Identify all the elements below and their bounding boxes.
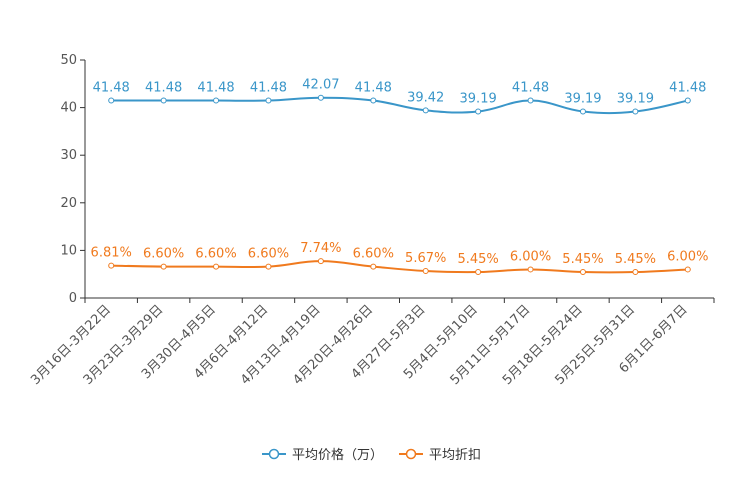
data-point[interactable]	[422, 268, 429, 275]
data-point[interactable]	[213, 97, 220, 104]
data-point[interactable]	[684, 97, 691, 104]
data-point[interactable]	[527, 97, 534, 104]
data-point[interactable]	[632, 108, 639, 115]
data-label: 42.07	[302, 78, 339, 93]
data-point[interactable]	[213, 263, 220, 270]
y-tick-label: 0	[69, 291, 77, 306]
data-label: 5.45%	[615, 252, 656, 267]
data-label: 6.00%	[667, 249, 708, 264]
data-point[interactable]	[475, 108, 482, 115]
legend-discount-marker-icon	[399, 448, 424, 459]
data-label: 6.60%	[143, 247, 184, 262]
data-label: 6.81%	[91, 246, 132, 261]
data-label: 41.48	[355, 81, 392, 96]
data-point[interactable]	[370, 97, 377, 104]
legend-price-marker-icon	[262, 448, 286, 459]
data-label: 41.48	[197, 81, 234, 96]
legend-discount-label: 平均折扣	[429, 448, 482, 463]
data-point[interactable]	[265, 263, 272, 270]
series-line-1	[111, 260, 688, 274]
data-label: 5.45%	[562, 252, 603, 267]
data-label: 41.48	[512, 81, 549, 96]
data-label: 39.19	[564, 91, 601, 106]
series-line-0	[111, 96, 688, 115]
data-label: 39.42	[407, 90, 444, 105]
data-label: 39.19	[617, 91, 654, 106]
data-point[interactable]	[632, 269, 639, 276]
series-layer: 41.48 41.48 41.48 41.48 42.07 41.48 39.42 39.19…	[91, 78, 708, 276]
data-label: 6.60%	[248, 247, 289, 262]
data-point[interactable]	[684, 266, 691, 273]
data-label: 5.67%	[405, 251, 446, 266]
data-point[interactable]	[370, 263, 377, 270]
data-label: 6.60%	[195, 247, 236, 262]
data-point[interactable]	[527, 266, 534, 273]
data-point[interactable]	[579, 269, 586, 276]
data-point[interactable]	[317, 94, 324, 101]
data-point[interactable]	[160, 97, 167, 104]
data-label: 5.45%	[457, 252, 498, 267]
data-point[interactable]	[579, 108, 586, 115]
data-label: 41.48	[145, 81, 182, 96]
legend-price-label: 平均价格（万）	[292, 448, 384, 463]
data-point[interactable]	[108, 262, 115, 269]
data-label: 41.48	[250, 81, 287, 96]
data-label: 39.19	[460, 91, 497, 106]
y-tick-label: 10	[60, 243, 77, 258]
data-label: 6.60%	[353, 247, 394, 262]
y-tick-label: 20	[60, 196, 77, 211]
y-tick-label: 30	[60, 148, 77, 163]
x-axis: 3月16日-3月22日3月23日-3月29日3月30日-4月5日4月6日-4月1…	[28, 297, 715, 388]
data-label: 41.48	[669, 81, 706, 96]
legend-item-discount[interactable]: 平均折扣	[399, 444, 481, 463]
y-tick-label: 40	[60, 101, 77, 116]
legend-item-price[interactable]: 平均价格（万）	[262, 444, 383, 463]
data-label: 6.00%	[510, 249, 551, 264]
data-label: 7.74%	[300, 241, 341, 256]
y-tick-label: 50	[60, 53, 77, 68]
data-point[interactable]	[265, 97, 272, 104]
data-point[interactable]	[160, 263, 167, 270]
data-point[interactable]	[475, 269, 482, 276]
legend: 平均价格（万） 平均折扣	[262, 444, 481, 463]
data-label: 41.48	[93, 81, 130, 96]
data-point[interactable]	[317, 258, 324, 265]
data-point[interactable]	[422, 107, 429, 114]
y-axis: 0 10 20 30 40 50	[60, 53, 86, 306]
data-point[interactable]	[108, 97, 115, 104]
